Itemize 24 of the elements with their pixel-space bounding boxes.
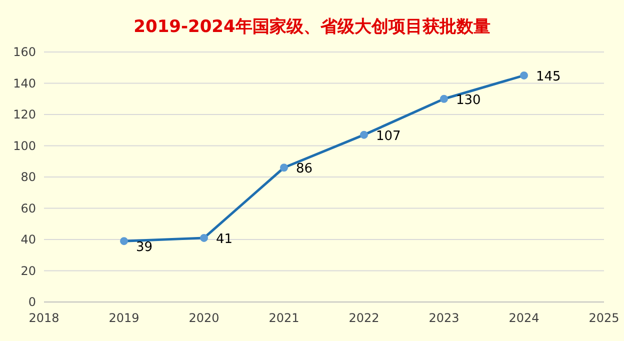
y-tick-label: 100 xyxy=(13,138,36,153)
data-label: 86 xyxy=(296,162,313,177)
x-tick-label: 2023 xyxy=(428,311,460,325)
y-tick-label: 80 xyxy=(20,170,36,184)
data-label: 107 xyxy=(376,128,401,144)
data-label: 39 xyxy=(136,240,153,256)
data-label: 145 xyxy=(536,69,561,84)
y-tick-label: 160 xyxy=(13,45,36,59)
y-tick-label: 20 xyxy=(20,264,36,278)
y-tick-label: 0 xyxy=(28,295,36,309)
x-tick-label: 2024 xyxy=(508,311,540,325)
x-tick-label: 2022 xyxy=(348,311,380,325)
y-tick-label: 40 xyxy=(20,232,36,246)
y-tick-label: 120 xyxy=(13,108,36,122)
x-tick-label: 2019 xyxy=(108,311,140,325)
y-tick-label: 140 xyxy=(13,76,36,90)
data-label: 41 xyxy=(216,232,233,247)
x-tick-label: 2021 xyxy=(268,311,300,325)
x-tick-label: 2020 xyxy=(188,311,220,325)
x-tick-label: 2025 xyxy=(588,311,620,325)
chart-title: 2019-2024年国家级、省级大创项目获批数量 xyxy=(134,17,490,37)
data-label: 130 xyxy=(456,92,481,108)
x-tick-label: 2018 xyxy=(28,311,60,325)
y-tick-label: 60 xyxy=(20,201,36,216)
